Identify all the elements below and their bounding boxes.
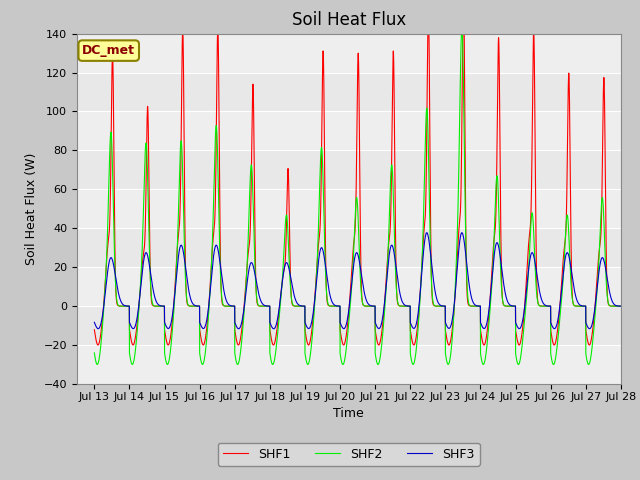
SHF1: [269, 342, 277, 348]
SHF1: [476, 303, 483, 309]
SHF2: [458, 24, 466, 30]
Line: SHF2: SHF2: [94, 27, 621, 364]
Line: SHF3: SHF3: [94, 233, 621, 329]
Line: SHF1: SHF1: [94, 0, 621, 345]
SHF2: [506, 303, 513, 309]
SHF2: [338, 359, 346, 365]
SHF1: [506, 303, 513, 309]
SHF1: [338, 337, 346, 343]
SHF3: [616, 303, 624, 309]
SHF2: [476, 303, 483, 309]
SHF1: [617, 303, 625, 309]
X-axis label: Time: Time: [333, 407, 364, 420]
SHF3: [447, 324, 454, 330]
Bar: [77, 189, 621, 228]
Bar: [77, 111, 621, 150]
SHF3: [617, 303, 625, 309]
SHF1: [447, 339, 454, 345]
Bar: [77, 34, 621, 72]
SHF3: [235, 326, 243, 332]
SHF3: [338, 324, 346, 329]
SHF2: [550, 361, 557, 367]
SHF2: [617, 303, 625, 309]
SHF1: [616, 303, 624, 309]
Legend: SHF1, SHF2, SHF3: SHF1, SHF2, SHF3: [218, 443, 480, 466]
SHF3: [458, 230, 466, 236]
SHF2: [616, 303, 624, 309]
SHF3: [506, 301, 513, 307]
SHF1: [90, 327, 98, 333]
Y-axis label: Soil Heat Flux (W): Soil Heat Flux (W): [25, 153, 38, 265]
SHF1: [185, 303, 193, 309]
SHF3: [185, 288, 193, 294]
SHF2: [90, 350, 98, 356]
SHF3: [476, 303, 483, 309]
SHF2: [185, 303, 193, 309]
Bar: [77, 345, 621, 384]
Bar: [77, 267, 621, 306]
Title: Soil Heat Flux: Soil Heat Flux: [292, 11, 406, 29]
SHF2: [446, 355, 454, 361]
Text: DC_met: DC_met: [82, 44, 135, 57]
SHF3: [90, 319, 98, 325]
